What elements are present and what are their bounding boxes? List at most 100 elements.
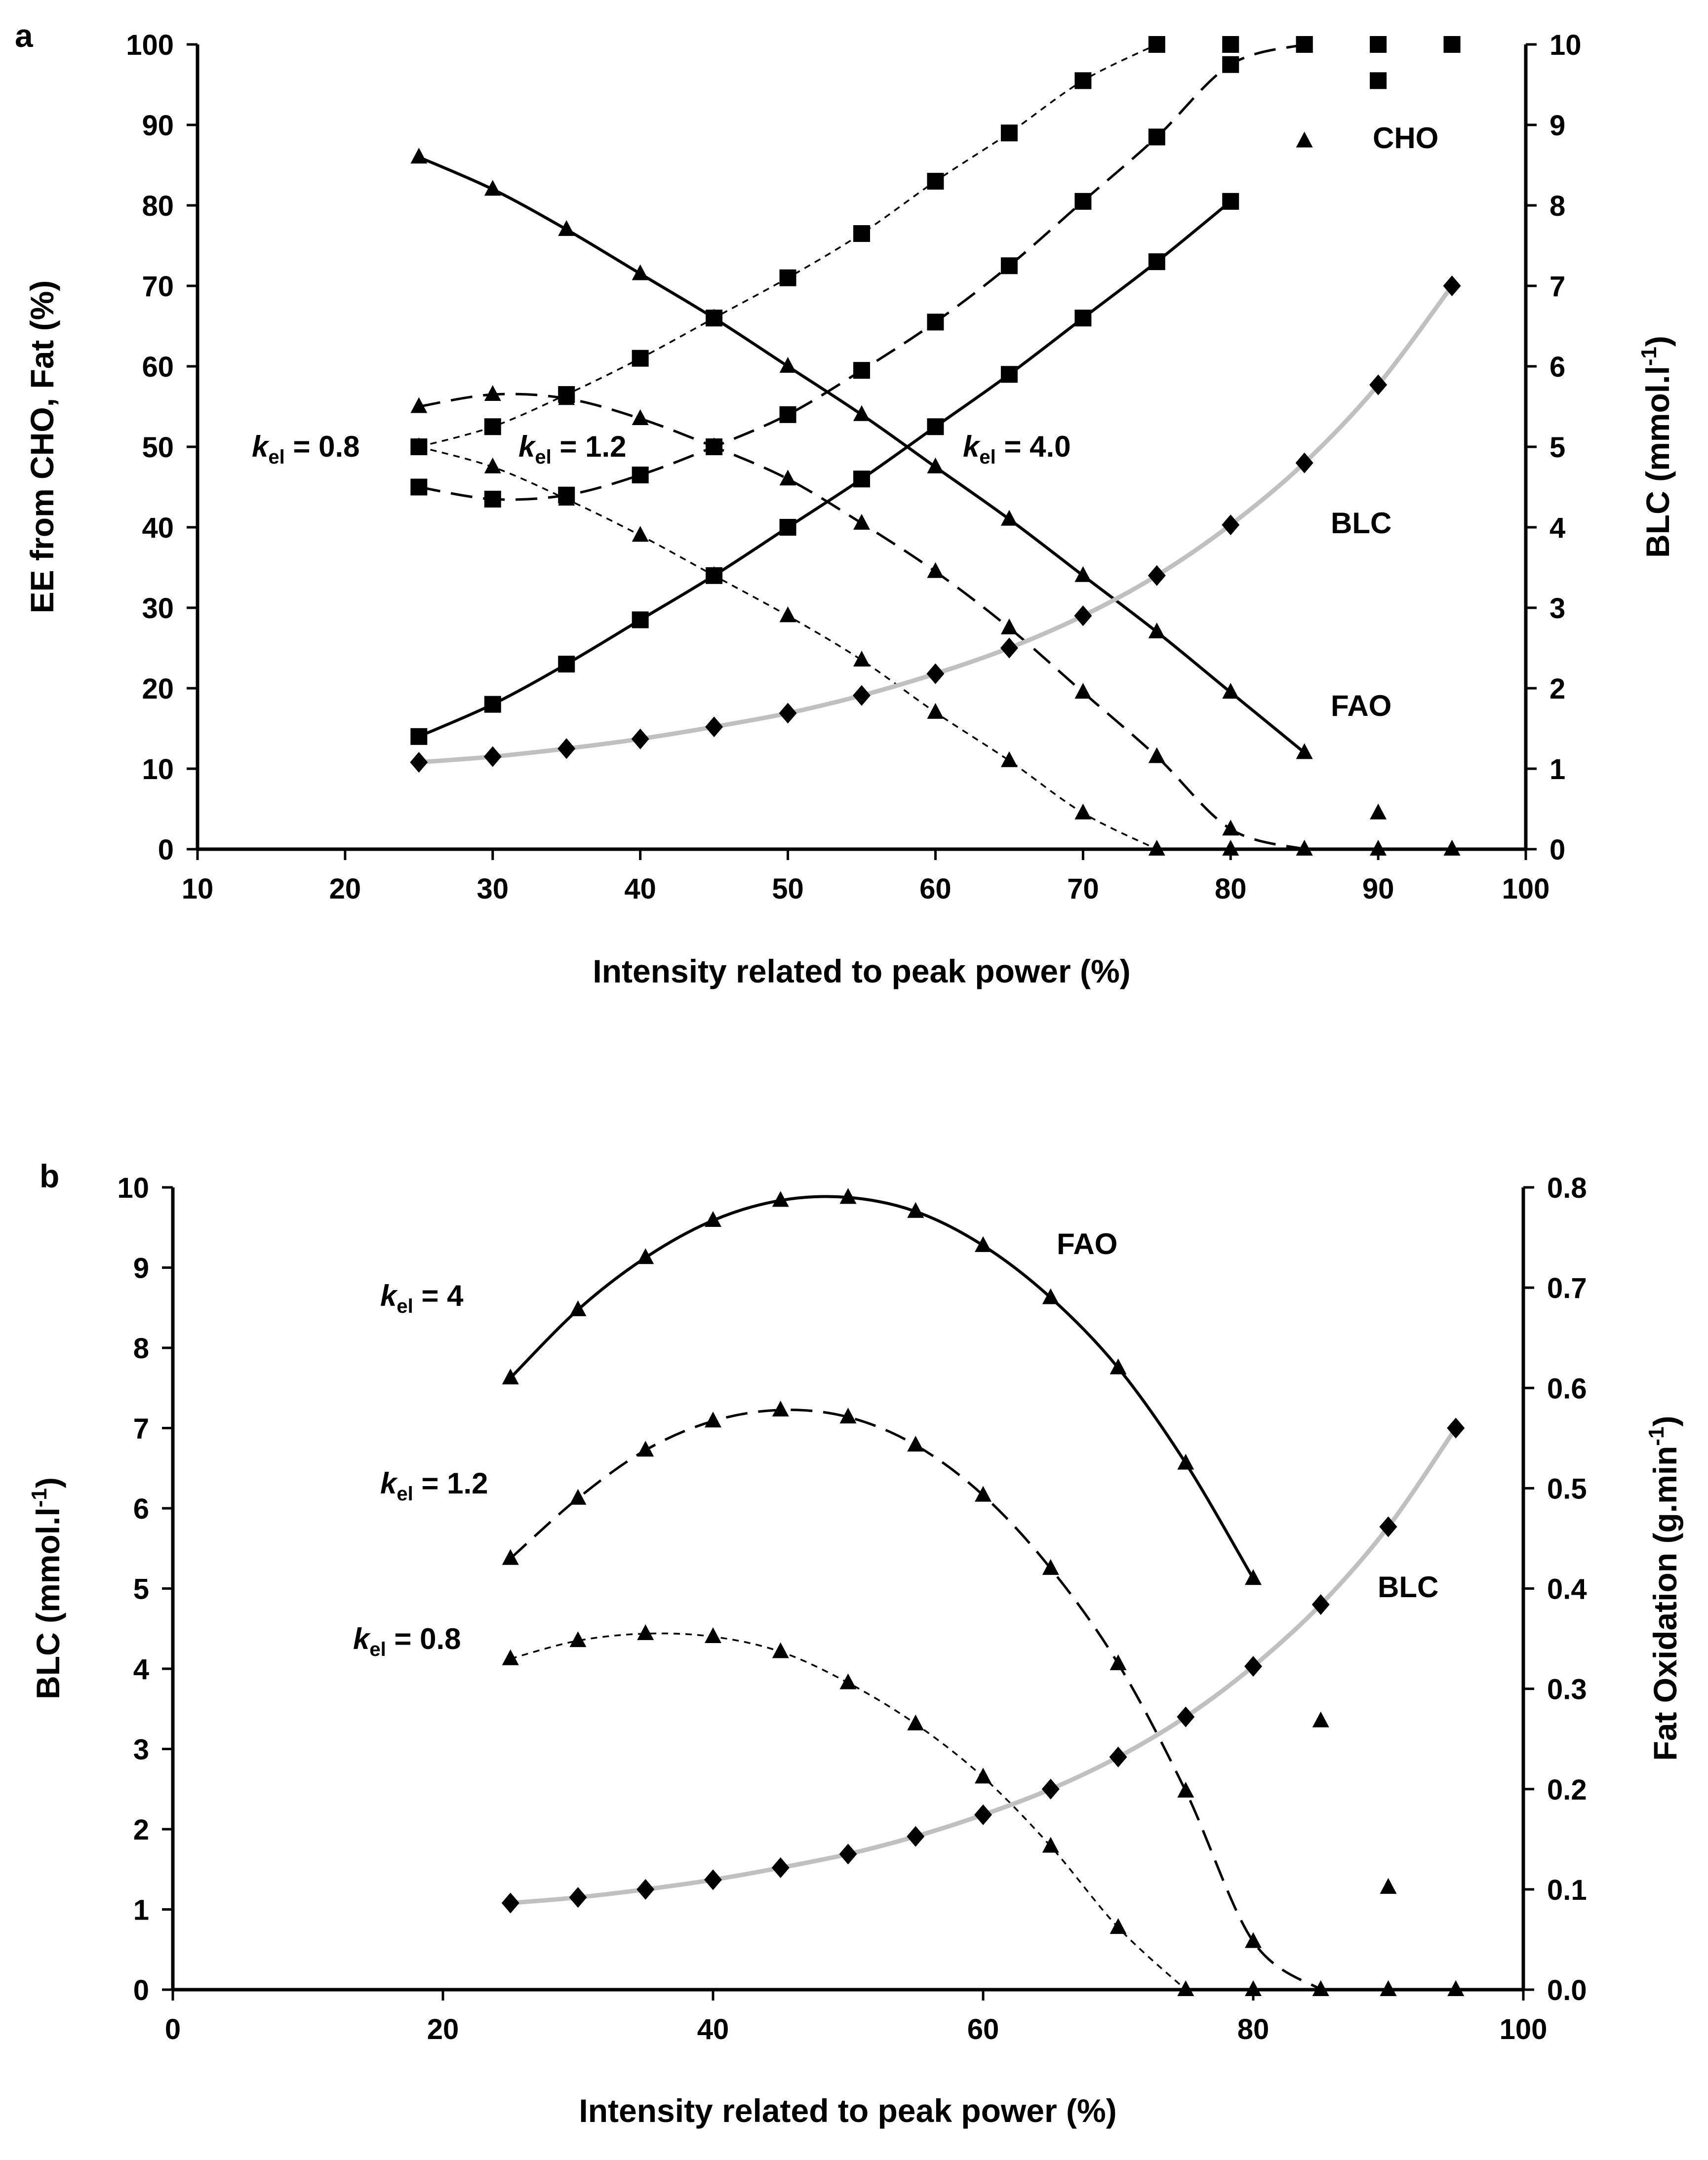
panel-b-x-title: Intensity related to peak power (%)	[579, 2092, 1116, 2129]
panel-a-series-0-point	[927, 173, 944, 190]
panel-b-y-tick-label: 3	[133, 1734, 149, 1766]
panel-a-series-6-point	[1443, 275, 1461, 296]
panel-a-x-tick-label: 30	[477, 873, 509, 905]
panel-a-series-2-point	[632, 611, 649, 628]
panel-b-series-3-point	[1447, 1417, 1465, 1439]
kel-sub: el	[979, 446, 995, 468]
kel-sub: el	[268, 446, 284, 468]
kel-k: k	[353, 1622, 371, 1655]
panel-a-series-2-point	[779, 519, 796, 536]
kel-k: k	[252, 430, 270, 463]
panel-a-y-tick-label: 40	[142, 512, 174, 544]
panel-a-series-1-point	[1222, 56, 1239, 73]
panel-b-series-3-point	[501, 1892, 519, 1914]
panel-b-series-3-point	[1041, 1778, 1060, 1800]
panel-b-series-0-point	[1177, 1453, 1194, 1470]
panel-b-series-1-point	[839, 1408, 857, 1424]
panel-a-x-tick-label: 40	[624, 873, 656, 905]
panel-a-y2-title: BLC (mmol.l-1)	[1637, 336, 1676, 558]
panel-b-series-3-point	[1244, 1656, 1262, 1677]
kel-value: 4	[447, 1279, 464, 1312]
panel-a-series-2-point	[927, 418, 944, 435]
panel-b-series-0-point	[569, 1300, 587, 1316]
panel-a-series-6-point	[1222, 514, 1240, 536]
panel-b-series-0-point	[975, 1236, 992, 1252]
panel-b-series-3-point	[1311, 1594, 1330, 1615]
panel-b-series-3-point	[974, 1804, 992, 1825]
panel-a-series-4-point	[632, 409, 649, 425]
panel-a-series-5-point	[1000, 510, 1018, 526]
panel-a-x-tick-label: 80	[1215, 873, 1247, 905]
panel-a-series-2-point	[1074, 310, 1092, 327]
kel-eq: =	[413, 1279, 447, 1312]
panel-b-x-tick-label: 80	[1237, 2013, 1270, 2045]
panel-a-series-4-point	[1000, 618, 1018, 634]
panel-b-extra-marker	[1312, 1711, 1329, 1728]
panel-a-series-3-point	[410, 437, 428, 453]
panel-a-y2-tick-label: 10	[1549, 29, 1582, 61]
panel-a-series-4-point	[1370, 803, 1387, 820]
panel-a-series-3-point	[779, 606, 796, 623]
kel-value: 4.0	[1030, 430, 1071, 463]
panel-a-series-2-point	[484, 696, 501, 713]
panel-a-series-1-point	[632, 467, 649, 484]
panel-b-y2-tick-label: 0.2	[1547, 1774, 1587, 1806]
panel-a-series-6-point	[631, 728, 649, 749]
kel-k: k	[518, 430, 536, 463]
panel-a-y2-tick-label: 5	[1549, 432, 1565, 464]
panel-a-y2-tick-label: 4	[1549, 512, 1565, 544]
panel-b-series-3-point	[1379, 1516, 1397, 1537]
panel-a-series-6-point	[1074, 605, 1092, 627]
panel-a-x-tick-label: 50	[772, 873, 804, 905]
panel-a-series-2-point	[1148, 253, 1165, 271]
panel-b-series-2-point	[839, 1673, 857, 1689]
panel-b-series-0-point	[772, 1191, 789, 1207]
panel-a-series-4-point	[558, 389, 575, 405]
panel-b-series-3-point	[636, 1879, 655, 1900]
panel-a-series-1-point	[1296, 36, 1313, 53]
panel-a-series-6-point	[705, 716, 723, 738]
panel-a-series-2-point	[1000, 366, 1018, 383]
panel-a-series-3-point	[558, 489, 575, 506]
panel-b-series-line-1	[510, 1409, 1322, 1991]
panel-a-series-5-point	[706, 309, 723, 325]
panel-a-series-3-point	[484, 457, 501, 473]
panel-a-y2-tick-label: 6	[1549, 351, 1565, 383]
panel-a-series-6-point	[483, 746, 502, 767]
panel-a-series-3-point	[632, 526, 649, 542]
panel-a-series-0-point	[779, 269, 796, 286]
panel-b-series-0-point	[1042, 1288, 1059, 1304]
panel-a-label: a	[15, 17, 34, 54]
panel-a-annotation-cho: CHO	[1373, 121, 1438, 155]
panel-a-series-1-point	[1074, 193, 1092, 210]
panel-a-series-0-point	[1148, 36, 1165, 53]
panel-b-y2-tick-label: 0.0	[1547, 1974, 1587, 2006]
panel-a-series-5-point	[558, 220, 575, 236]
panel-a-series-1-point	[410, 478, 428, 496]
panel-a-series-6-point	[1295, 452, 1313, 473]
panel-a-series-6-point	[853, 685, 871, 706]
panel-b-series-1-point	[569, 1489, 587, 1505]
panel-a-y2-tick-label: 2	[1549, 673, 1565, 705]
kel-eq: =	[386, 1622, 420, 1655]
panel-b-x-tick-label: 20	[427, 2013, 459, 2045]
panel-b-series-line-0	[509, 1195, 1255, 1579]
kel-k: k	[963, 430, 981, 463]
kel-k: k	[380, 1279, 398, 1312]
panel-a-kel-4.0: kel = 4.0	[963, 430, 1071, 468]
panel-a-annotation-fao: FAO	[1331, 689, 1391, 722]
panel-b-kel-0.8: kel = 0.8	[353, 1622, 461, 1660]
panel-b-series-2-point	[907, 1714, 924, 1730]
panel-a-series-4-point	[853, 513, 870, 530]
panel-a-series-5-point	[779, 357, 796, 373]
kel-value: 1.2	[585, 430, 626, 463]
panel-a-series-0-point	[1000, 124, 1018, 142]
panel-b-series-0-point	[839, 1188, 857, 1204]
panel-b-y-title: BLC (mmol.l-1)	[27, 1477, 66, 1699]
panel-b-series-2-point	[569, 1631, 587, 1648]
panel-b-y-tick-label: 10	[117, 1172, 149, 1204]
panel-a-series-1-point	[1148, 128, 1165, 146]
panel-a-y2-tick-label: 1	[1549, 753, 1565, 785]
panel-b-y2-tick-label: 0.3	[1547, 1674, 1587, 1706]
panel-a-y-tick-label: 90	[142, 110, 174, 142]
